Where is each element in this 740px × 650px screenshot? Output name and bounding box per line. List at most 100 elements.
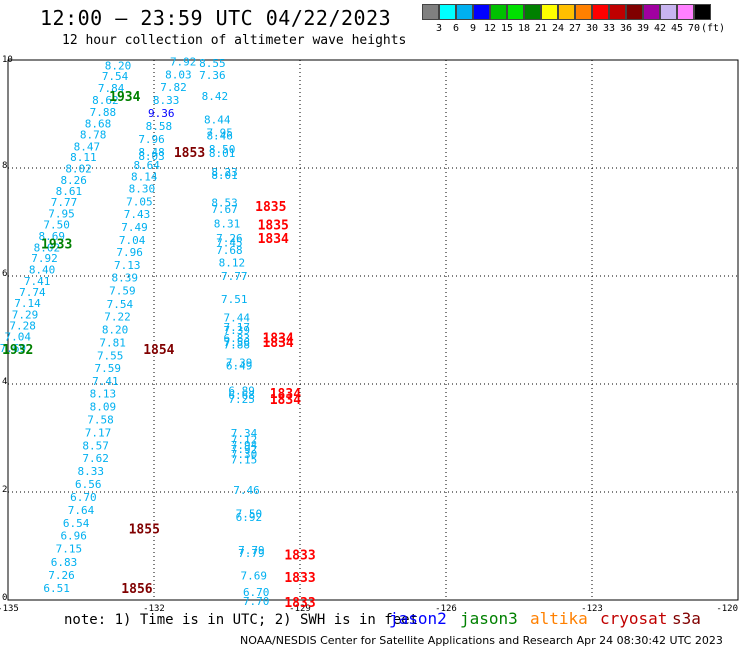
wave-height-labels: 8.207.547.848.627.888.688.788.478.118.02… <box>0 56 269 608</box>
scale-swatch <box>524 4 541 20</box>
scale-swatch <box>490 4 507 20</box>
wave-height-label: 6.83 <box>223 332 250 345</box>
wave-height-label: 6.92 <box>236 511 263 524</box>
wave-height-label: 8.03 <box>138 150 165 163</box>
x-tick-label: -126 <box>435 604 457 614</box>
wave-height-label: 6.70 <box>70 491 97 504</box>
x-tick-label: -120 <box>716 604 738 614</box>
wave-height-label: 7.14 <box>14 297 41 310</box>
scale-label: 45 <box>670 23 684 34</box>
wave-height-label: 7.92 <box>31 252 58 265</box>
wave-height-label: 7.26 <box>48 569 75 582</box>
scale-swatch <box>575 4 592 20</box>
wave-height-label: 7.88 <box>90 106 117 119</box>
wave-height-label: 7.22 <box>104 311 131 324</box>
y-tick-label: 4 <box>2 377 7 387</box>
wave-height-label: 6.89 <box>228 384 255 397</box>
wave-height-label: 7.05 <box>126 195 153 208</box>
wave-height-label: 6.49 <box>226 360 253 373</box>
wave-height-label: 8.78 <box>80 129 107 142</box>
wave-height-label: 7.62 <box>82 452 109 465</box>
scale-swatch <box>422 4 439 20</box>
wave-height-label: 8.31 <box>214 218 241 231</box>
wave-height-label: 7.96 <box>138 133 165 146</box>
wave-height-label: 7.69 <box>241 570 268 583</box>
wave-height-label: 7.92 <box>170 56 197 69</box>
y-tick-label: 2 <box>2 485 7 495</box>
wave-height-label: 7.04 <box>119 234 146 247</box>
scale-label: 9 <box>469 23 477 34</box>
wave-height-label: 8.01 <box>209 147 236 160</box>
wave-height-label: 7.13 <box>114 259 141 272</box>
wave-height-label: 8.09 <box>90 401 117 414</box>
wave-height-label: 8.39 <box>112 272 139 285</box>
legend-cryosat: cryosat <box>600 609 668 628</box>
wave-height-label: 8.57 <box>82 440 109 453</box>
x-tick-label: -135 <box>0 604 19 614</box>
wave-height-label: 6.56 <box>75 478 102 491</box>
wave-height-label: 7.17 <box>85 427 112 440</box>
scale-label: 30 <box>585 23 599 34</box>
pass-time-label: 1833 <box>284 571 315 586</box>
scale-label: 12 <box>483 23 497 34</box>
scale-label: 3 <box>435 23 443 34</box>
wave-height-label: 8.20 <box>102 323 129 336</box>
wave-height-label: 7.56 <box>223 336 250 349</box>
pass-time-label: 1835 <box>255 200 286 215</box>
footer-note: note: 1) Time is in UTC; 2) SWH is in fe… <box>64 612 419 628</box>
legend-s3a: s3a <box>672 609 701 628</box>
y-tick-label: 0 <box>2 593 7 603</box>
wave-height-label: 7.15 <box>231 454 258 467</box>
wave-height-label: 8.64 <box>133 159 160 172</box>
scale-swatch <box>660 4 677 20</box>
wave-height-label: 9.36 <box>148 107 175 120</box>
scale-label: 15 <box>500 23 514 34</box>
wave-height-label: 7.12 <box>231 434 258 447</box>
wave-height-label: 7.39 <box>226 356 253 369</box>
wave-height-label: 8.20 <box>105 59 132 72</box>
pass-time-label: 1934 <box>109 90 140 105</box>
scale-swatch <box>694 4 711 20</box>
wave-height-label: 8.68 <box>85 118 112 131</box>
wave-height-label: 7.92 <box>231 443 258 456</box>
y-tick-labels: 0 2 4 6 8 10 <box>2 55 13 603</box>
wave-height-label: 8.58 <box>146 120 173 133</box>
scale-label: 21 <box>534 23 548 34</box>
wave-height-label: 8.62 <box>92 94 119 107</box>
pass-time-label: 1834 <box>262 332 293 347</box>
pass-time-label: 1834 <box>270 393 301 408</box>
wave-height-label: 7.29 <box>12 308 39 321</box>
wave-height-label: 7.70 <box>243 595 270 608</box>
scale-swatch <box>677 4 694 20</box>
scale-label: 27 <box>568 23 582 34</box>
scale-label: 24 <box>551 23 565 34</box>
pass-time-label: 1855 <box>129 523 160 538</box>
scale-label: 18 <box>517 23 531 34</box>
wave-height-label: 8.48 <box>138 146 165 159</box>
wave-height-label: 7.77 <box>51 196 78 209</box>
pass-time-label: 1834 <box>262 336 293 351</box>
pass-time-label: 1833 <box>284 549 315 564</box>
wave-height-label: 7.54 <box>102 70 129 83</box>
wave-height-label: 7.82 <box>160 81 187 94</box>
wave-height-label: 7.41 <box>92 375 119 388</box>
wave-height-label: 7.17 <box>223 321 250 334</box>
wave-height-label: 7.79 <box>238 547 265 560</box>
scale-label: 39 <box>636 23 650 34</box>
wave-height-label: 7.81 <box>99 336 126 349</box>
wave-height-label: 7.28 <box>9 320 36 333</box>
scale-swatch <box>592 4 609 20</box>
wave-height-label: 7.04 <box>4 330 31 343</box>
scale-label: 70 <box>687 23 701 34</box>
wave-height-label: 7.30 <box>231 448 258 461</box>
wave-height-label: 8.33 <box>77 465 104 478</box>
scale-swatch <box>558 4 575 20</box>
page-subtitle: 12 hour collection of altimeter wave hei… <box>62 33 407 48</box>
pass-time-label: 1933 <box>41 238 72 253</box>
wave-height-label: 7.55 <box>97 349 124 362</box>
wave-height-label: 8.40 <box>29 264 56 277</box>
wave-height-label: 6.70 <box>243 586 270 599</box>
wave-height-label: 7.84 <box>98 82 125 95</box>
pass-time-label: 1856 <box>121 582 152 597</box>
wave-height-label: 6.54 <box>63 517 90 530</box>
